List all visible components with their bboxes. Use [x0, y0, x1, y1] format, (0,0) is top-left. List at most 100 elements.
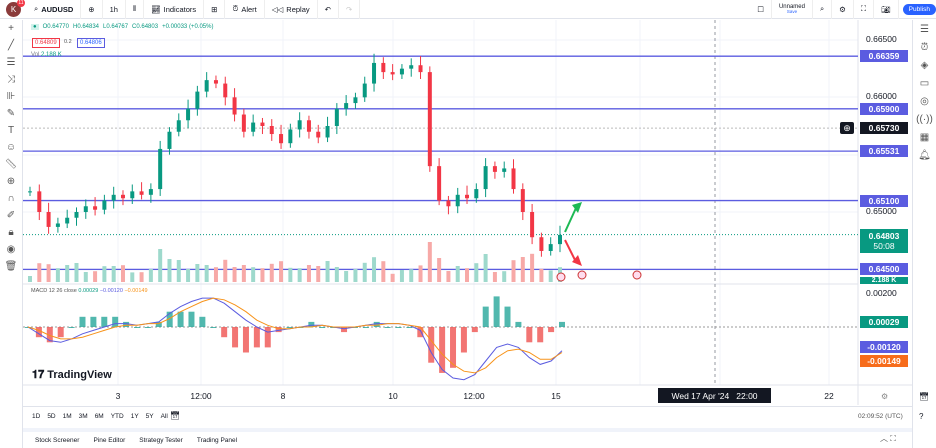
candle-body	[232, 97, 237, 115]
bottom-panel-tabs: Stock Screener Pine Editor Strategy Tester…	[23, 428, 912, 448]
watchlist-icon[interactable]: ☰	[920, 23, 929, 35]
crosshair-icon[interactable]: +	[8, 23, 14, 34]
candles-icon[interactable]: ⫴	[126, 0, 145, 19]
visibility-icon[interactable]: ●	[31, 24, 39, 30]
replay-button[interactable]: ◁◁ Replay	[265, 0, 318, 19]
candle-body	[474, 189, 479, 199]
volume-bar	[297, 268, 302, 282]
tab-pine-editor[interactable]: Pine Editor	[93, 436, 126, 444]
macd-histogram-bar	[308, 321, 315, 327]
range-ytd[interactable]: YTD	[110, 413, 124, 420]
macd-histogram-bar	[341, 327, 348, 333]
candle-body	[195, 91, 200, 109]
volume-bar	[362, 262, 367, 282]
candle-body	[139, 191, 144, 195]
chart-canvas[interactable]	[0, 0, 912, 428]
notifications-icon[interactable]: 🔔︎	[918, 149, 931, 161]
candle-body	[381, 62, 386, 73]
camera-icon[interactable]: 📷︎	[874, 0, 899, 19]
range-6m[interactable]: 6M	[94, 413, 104, 420]
eye-icon[interactable]: ◉	[6, 244, 16, 255]
goto-date-icon[interactable]: 📅︎	[170, 411, 181, 420]
text-icon[interactable]: T	[7, 125, 15, 136]
tab-trading-panel[interactable]: Trading Panel	[196, 436, 238, 444]
symbol-search[interactable]: ⌕ AUDUSD	[27, 0, 82, 19]
help-icon[interactable]: ?	[919, 412, 924, 421]
lock-icon[interactable]: 🔒︎	[8, 227, 14, 238]
candle-body	[530, 212, 535, 238]
volume-bar	[46, 264, 51, 282]
collapse-icon[interactable]: ︿ ⛶	[880, 434, 896, 443]
trendline-icon[interactable]: ╱	[7, 40, 15, 51]
templates-icon[interactable]: ⊞	[204, 0, 226, 19]
calendar-icon[interactable]: 📅︎	[919, 392, 930, 401]
sell-button[interactable]: 0.64809	[32, 38, 60, 48]
settings-icon[interactable]: ⚙	[832, 0, 854, 19]
range-5y[interactable]: 5Y	[145, 413, 154, 420]
macd-histogram-bar	[559, 321, 565, 327]
redo-icon[interactable]: ↷	[339, 0, 361, 19]
price-tick: 0.65000	[866, 206, 897, 216]
layers-icon[interactable]: ◈	[920, 59, 929, 71]
candle-body	[306, 120, 311, 132]
compare-icon[interactable]: ⊕	[81, 0, 103, 19]
projection-icon[interactable]: ⊪	[6, 91, 16, 102]
range-1d[interactable]: 1D	[32, 413, 41, 420]
tab-strategy-tester[interactable]: Strategy Tester	[139, 436, 183, 444]
quick-search-icon[interactable]: ⌕	[813, 0, 833, 19]
tab-stock-screener[interactable]: Stock Screener	[35, 436, 80, 444]
candle-body	[269, 126, 274, 135]
fullscreen-icon[interactable]: ⛶	[854, 0, 875, 19]
magnet-icon[interactable]: ∩	[7, 193, 15, 204]
publish-button[interactable]: Publish	[902, 3, 936, 15]
indicators-button[interactable]: 📈︎ Indicators	[144, 0, 205, 19]
emoji-icon[interactable]: ☺	[5, 142, 17, 153]
macd-histogram-bar	[417, 327, 424, 338]
range-5d[interactable]: 5D	[47, 413, 56, 420]
calendar-icon[interactable]: ▦	[919, 131, 930, 143]
layout-checkbox[interactable]: ☐	[750, 0, 772, 19]
buy-button[interactable]: 0.64806	[77, 38, 105, 48]
crosshair-time-label: Wed 17 Apr '24 22:00	[658, 388, 771, 403]
brush-icon[interactable]: ✎	[6, 108, 16, 119]
trash-icon[interactable]: 🗑︎	[4, 261, 18, 272]
ideas-icon[interactable]: ◎	[920, 95, 929, 107]
interval-button[interactable]: 1h	[103, 0, 126, 19]
ruler-icon[interactable]: 📏︎	[4, 159, 18, 170]
range-1y[interactable]: 1Y	[130, 413, 139, 420]
range-1m[interactable]: 1M	[62, 413, 72, 420]
undo-icon[interactable]: ↶	[318, 0, 339, 19]
volume-bar	[492, 272, 497, 282]
volume-bar	[111, 266, 116, 282]
layout-name[interactable]: Unnamed Save	[772, 0, 813, 19]
spread: 0.2	[64, 39, 72, 45]
macd-histogram-bar	[79, 316, 86, 327]
price-label: 0.64803 50:08	[860, 228, 908, 253]
candle-body	[120, 194, 125, 199]
candle-body	[158, 148, 163, 190]
streams-icon[interactable]: ((·))	[916, 113, 933, 125]
range-all[interactable]: All	[160, 413, 168, 420]
chat-icon[interactable]: ▭	[919, 77, 930, 89]
volume-bar	[455, 266, 460, 282]
axis-settings-icon[interactable]: ⚙	[881, 392, 889, 401]
range-3m[interactable]: 3M	[78, 413, 88, 420]
avatar[interactable]: K 11	[6, 0, 25, 17]
zoom-icon[interactable]: ⊕	[6, 176, 16, 187]
add-plus-icon[interactable]: ⊕	[840, 122, 854, 134]
candle-body	[492, 166, 497, 172]
fib-icon[interactable]: ☰	[6, 57, 16, 68]
alert-button[interactable]: ⏰︎ Alert	[225, 0, 265, 19]
candle-body	[390, 72, 395, 75]
candle-body	[446, 200, 451, 207]
candle-body	[223, 83, 228, 98]
lock-drawing-icon[interactable]: ✐	[6, 210, 16, 221]
macd-histogram-bar	[144, 327, 151, 328]
candle-body	[279, 134, 284, 144]
candle-body	[297, 120, 302, 130]
volume-bar	[465, 268, 470, 282]
price-tick: 0.66000	[866, 91, 897, 102]
macd-histogram-bar	[406, 327, 413, 328]
pattern-icon[interactable]: ⤨	[7, 74, 15, 85]
alerts-icon[interactable]: ⏰︎	[920, 41, 929, 53]
